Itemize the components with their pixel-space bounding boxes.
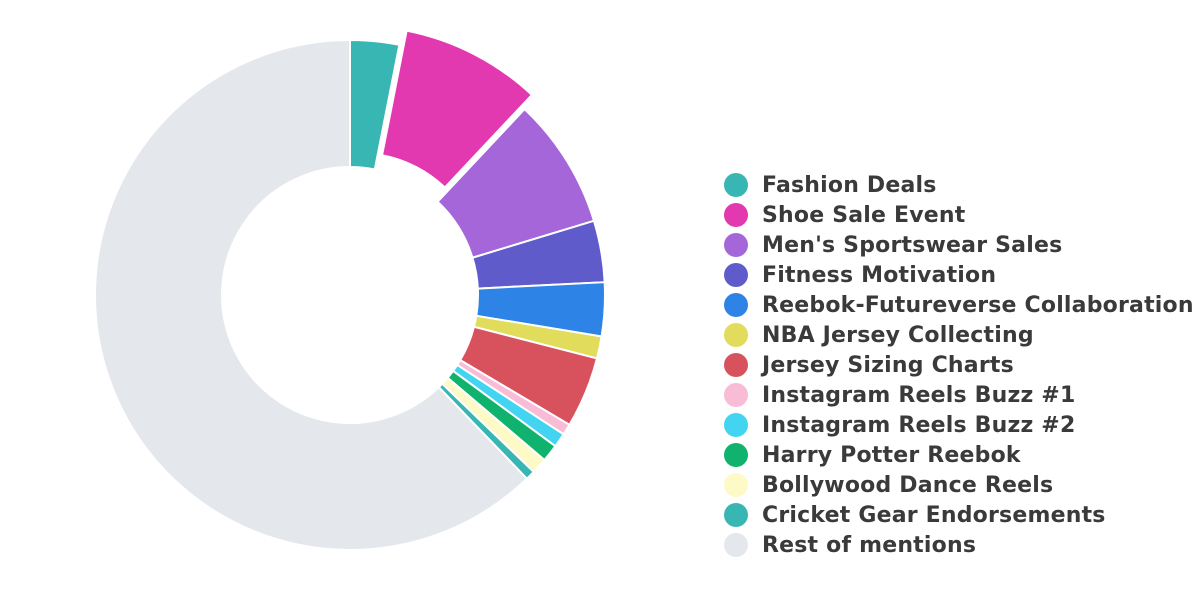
slice-rest-of-mentions[interactable] xyxy=(94,39,528,551)
legend-item-nba-jersey-collecting[interactable]: NBA Jersey Collecting xyxy=(724,320,1194,350)
legend-label: Fashion Deals xyxy=(762,172,937,198)
legend-item-bollywood-dance-reels[interactable]: Bollywood Dance Reels xyxy=(724,470,1194,500)
legend-swatch xyxy=(724,353,748,377)
legend-swatch xyxy=(724,173,748,197)
legend-swatch xyxy=(724,263,748,287)
legend-item-fitness-motivation[interactable]: Fitness Motivation xyxy=(724,260,1194,290)
slice-shoe-sale-event[interactable] xyxy=(381,29,533,189)
legend-label: Rest of mentions xyxy=(762,532,977,558)
legend-swatch xyxy=(724,383,748,407)
legend-label: Bollywood Dance Reels xyxy=(762,472,1054,498)
legend-item-reebok-futureverse-collaboration[interactable]: Reebok-Futureverse Collaboration xyxy=(724,290,1194,320)
legend-label: Reebok-Futureverse Collaboration xyxy=(762,292,1194,318)
legend-label: Men's Sportswear Sales xyxy=(762,232,1063,258)
legend-label: Cricket Gear Endorsements xyxy=(762,502,1106,528)
legend: Fashion Deals Shoe Sale Event Men's Sports… xyxy=(724,170,1194,560)
legend-label: Jersey Sizing Charts xyxy=(762,352,1014,378)
legend-swatch xyxy=(724,503,748,527)
legend-item-rest-of-mentions[interactable]: Rest of mentions xyxy=(724,530,1194,560)
legend-swatch xyxy=(724,203,748,227)
legend-label: Fitness Motivation xyxy=(762,262,997,288)
donut-plot xyxy=(94,29,606,551)
legend-item-shoe-sale-event[interactable]: Shoe Sale Event xyxy=(724,200,1194,230)
legend-swatch xyxy=(724,473,748,497)
legend-item-harry-potter-reebok[interactable]: Harry Potter Reebok xyxy=(724,440,1194,470)
legend-label: Instagram Reels Buzz #1 xyxy=(762,382,1076,408)
slice-fashion-deals[interactable] xyxy=(349,39,401,171)
legend-label: Harry Potter Reebok xyxy=(762,442,1021,468)
legend-label: Instagram Reels Buzz #2 xyxy=(762,412,1076,438)
legend-swatch xyxy=(724,293,748,317)
legend-swatch xyxy=(724,323,748,347)
legend-label: NBA Jersey Collecting xyxy=(762,322,1034,348)
legend-swatch xyxy=(724,233,748,257)
legend-swatch xyxy=(724,443,748,467)
legend-item-jersey-sizing-charts[interactable]: Jersey Sizing Charts xyxy=(724,350,1194,380)
legend-item-men-s-sportswear-sales[interactable]: Men's Sportswear Sales xyxy=(724,230,1194,260)
legend-label: Shoe Sale Event xyxy=(762,202,966,228)
legend-item-cricket-gear-endorsements[interactable]: Cricket Gear Endorsements xyxy=(724,500,1194,530)
legend-item-instagram-reels-buzz-2[interactable]: Instagram Reels Buzz #2 xyxy=(724,410,1194,440)
legend-swatch xyxy=(724,533,748,557)
legend-swatch xyxy=(724,413,748,437)
legend-item-fashion-deals[interactable]: Fashion Deals xyxy=(724,170,1194,200)
legend-item-instagram-reels-buzz-1[interactable]: Instagram Reels Buzz #1 xyxy=(724,380,1194,410)
